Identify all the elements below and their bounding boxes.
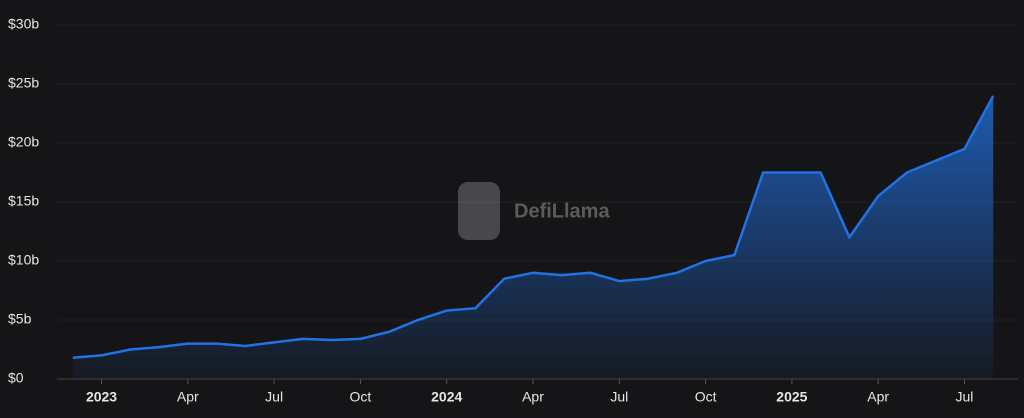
x-tick-label: Jul [610,389,628,405]
x-tick-label: Apr [522,389,544,405]
x-tick-label: Apr [177,389,199,405]
x-tick-label: Oct [350,389,372,405]
x-tick-label: 2024 [431,389,462,405]
x-tick-label: Jul [265,389,283,405]
y-tick-label: $10b [8,252,39,268]
watermark-text: DefiLlama [514,200,610,222]
y-tick-label: $20b [8,134,39,150]
y-tick-label: $5b [8,311,32,327]
line [72,95,995,360]
x-tick-label: 2025 [776,389,807,405]
x-tick-label: Apr [867,389,889,405]
y-tick-label: $15b [8,193,39,209]
y-tick-label: $30b [8,16,39,32]
y-tick-label: $25b [8,75,39,91]
y-tick-label: $0 [8,370,24,386]
watermark: DefiLlama [458,182,610,240]
area [72,95,994,380]
watermark-logo [458,182,500,240]
x-tick-label: Jul [956,389,974,405]
x-tick-label: Oct [695,389,717,405]
x-tick-label: 2023 [86,389,117,405]
